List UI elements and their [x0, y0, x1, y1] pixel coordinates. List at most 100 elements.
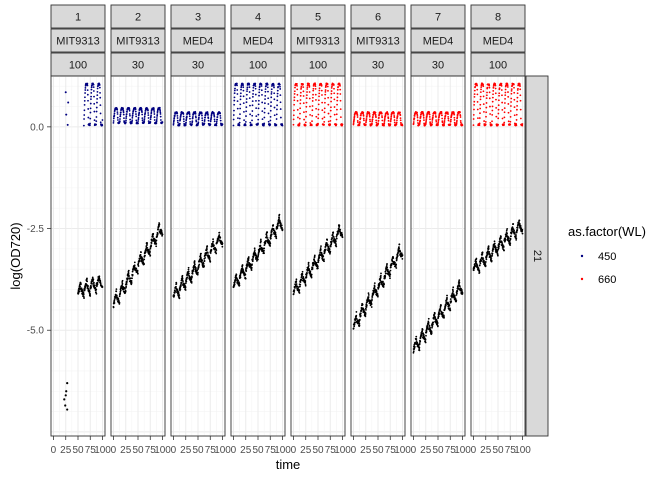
point-lower — [278, 213, 281, 216]
point-upper — [321, 117, 324, 120]
point-lower — [150, 244, 153, 247]
point-upper — [494, 83, 497, 85]
point-lower — [494, 245, 497, 248]
point-upper — [456, 113, 459, 116]
point-upper — [161, 121, 164, 123]
point-lower — [89, 295, 92, 297]
point-lower — [446, 297, 449, 299]
x-tick-label: 0 — [171, 445, 177, 456]
point-upper — [254, 93, 257, 96]
point-upper — [389, 119, 392, 122]
point-lower — [244, 277, 247, 280]
point-upper — [101, 119, 104, 121]
point-upper — [441, 114, 443, 117]
point-upper — [396, 119, 398, 122]
point-upper — [178, 122, 181, 125]
point-upper — [245, 98, 248, 100]
point-lower — [218, 234, 221, 236]
point-lower — [486, 251, 489, 254]
point-upper — [185, 121, 187, 124]
x-tick-label: 75 — [325, 445, 337, 456]
point-lower — [257, 252, 260, 255]
point-lower — [480, 259, 483, 262]
point-upper — [279, 88, 282, 90]
point-lower — [119, 289, 122, 292]
point-upper — [509, 120, 512, 123]
point-upper — [357, 121, 359, 124]
point-lower — [472, 269, 475, 271]
point-upper — [257, 118, 260, 121]
point-upper — [84, 87, 87, 89]
point-upper — [483, 111, 485, 113]
point-upper — [138, 111, 141, 114]
point-upper — [393, 116, 396, 119]
point-upper — [491, 96, 494, 99]
point-lower — [277, 224, 279, 227]
point-lower — [149, 254, 152, 257]
point-upper — [173, 114, 176, 117]
point-lower — [212, 238, 214, 241]
point-lower — [395, 259, 398, 262]
point-upper — [257, 99, 260, 102]
point-upper — [336, 88, 339, 91]
point-lower — [184, 289, 187, 291]
point-lower — [371, 296, 374, 298]
point-lower — [204, 257, 207, 259]
point-lower — [178, 294, 181, 297]
point-upper — [515, 113, 518, 116]
point-lower — [389, 273, 392, 276]
point-upper — [147, 109, 149, 112]
data-points — [352, 110, 404, 330]
point-upper — [219, 117, 222, 119]
point-lower — [94, 284, 96, 287]
point-upper — [242, 84, 244, 87]
point-upper — [312, 89, 315, 92]
point-upper — [233, 89, 236, 92]
point-upper — [246, 88, 249, 91]
point-lower — [181, 277, 184, 280]
point-upper — [333, 98, 336, 101]
point-upper — [321, 109, 324, 112]
point-lower — [90, 286, 93, 289]
point-upper — [472, 118, 475, 120]
point-upper — [459, 114, 462, 117]
point-upper — [89, 102, 92, 105]
point-upper — [311, 120, 313, 123]
strip-label: 1 — [75, 12, 81, 24]
point-lower — [126, 277, 129, 280]
point-upper — [437, 120, 440, 122]
point-lower — [332, 231, 335, 234]
point-upper — [276, 99, 279, 102]
point-lower — [203, 260, 206, 262]
point-upper — [390, 117, 392, 120]
point-upper — [510, 105, 512, 107]
point-lower — [196, 269, 199, 272]
point-upper — [210, 114, 213, 117]
point-lower — [483, 260, 486, 263]
point-upper — [184, 123, 187, 125]
point-upper — [513, 98, 516, 101]
point-upper — [236, 93, 239, 95]
point-lower — [250, 269, 253, 271]
point-lower — [504, 238, 507, 241]
point-upper — [122, 110, 125, 113]
point-lower — [275, 235, 278, 238]
point-upper — [323, 107, 326, 110]
point-lower — [270, 235, 272, 238]
point-lower — [322, 255, 325, 258]
point-lower — [388, 275, 391, 278]
point-lower — [495, 246, 497, 249]
point-upper — [129, 118, 132, 121]
point-upper — [238, 117, 241, 120]
point-upper — [95, 123, 97, 126]
point-lower — [311, 266, 314, 269]
point-lower — [63, 398, 66, 401]
point-upper — [251, 110, 254, 112]
point-upper — [298, 122, 301, 125]
point-upper — [374, 113, 377, 116]
point-lower — [491, 252, 494, 255]
point-upper — [267, 90, 269, 93]
point-lower — [293, 291, 296, 293]
point-upper — [248, 86, 251, 89]
point-upper — [232, 118, 235, 121]
